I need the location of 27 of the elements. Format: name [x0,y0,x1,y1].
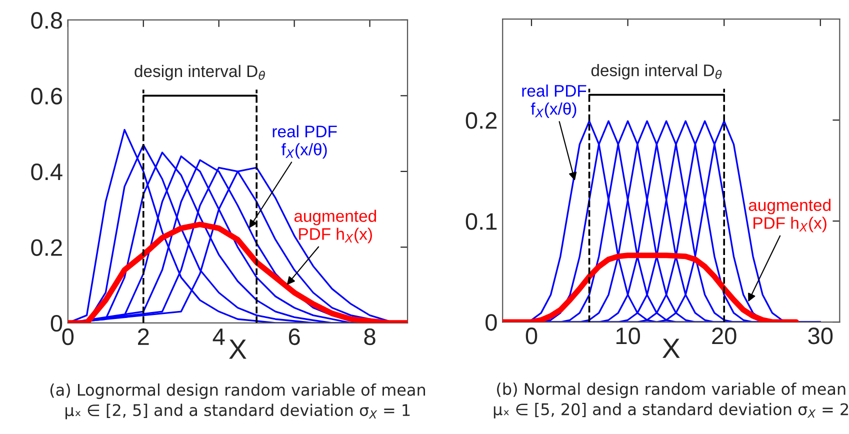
annotation: augmented PDF h$_{X}$(x) [748,198,830,232]
annotation: design interval D$_{θ}$ [134,64,265,80]
y-tick-label: 0 [50,314,62,332]
x-tick-label: 4 [212,328,225,345]
y-tick-label: 0.8 [31,12,62,29]
x-tick-label: 2 [138,328,149,345]
x-tick-label: 30 [808,328,833,344]
y-tick-label: 0.4 [31,164,62,180]
x-tick-label: 6 [288,328,300,346]
x-tick-label: 8 [364,328,376,346]
x-axis-title: X [662,338,680,358]
annotation: real PDF f$_{X}$(x/θ) [272,125,337,159]
y-tick-label: 0.1 [466,213,497,230]
annotation: design interval D$_{θ}$ [591,64,722,80]
annotation: real PDF f$_{X}$(x/θ) [522,84,586,118]
x-axis-title: X [229,340,246,359]
x-tick-label: 20 [712,328,736,344]
y-tick-label: 0 [486,314,497,331]
x-tick-label: 10 [616,328,640,344]
text: (b) Normal design random variable of mean μₓ ∈ [5, 20] and a standard deviation σ$_{X}$ = 2 [494,382,848,418]
text: (a) Lognormal design random variable of mean μₓ ∈ [2, 5] and a standard deviation σ$_{X}$ = 1 [50,383,425,420]
y-tick-label: 0.2 [31,239,62,256]
annotation: augmented PDF h$_{X}$(x) [294,210,376,244]
y-tick-label: 0.2 [466,112,497,129]
x-tick-label: 0 [62,328,74,346]
x-tick-label: 0 [526,328,538,344]
y-tick-label: 0.6 [31,88,62,104]
